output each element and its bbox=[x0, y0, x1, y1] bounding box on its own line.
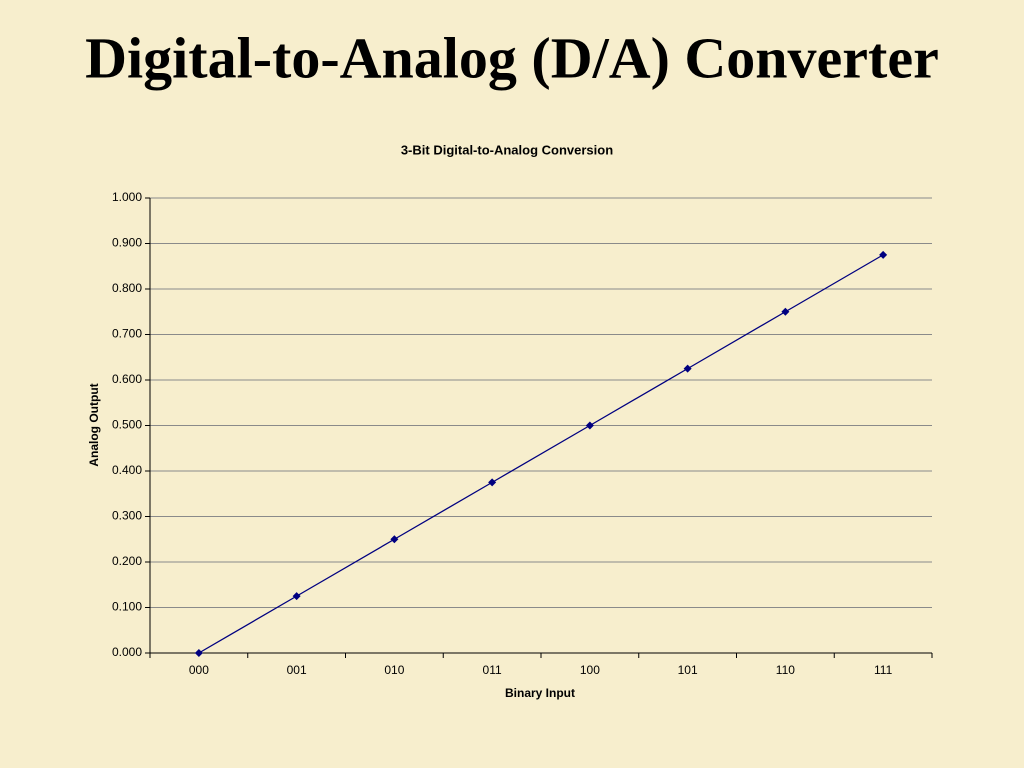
slide-title: Digital-to-Analog (D/A) Converter bbox=[85, 25, 939, 90]
y-tick-label: 0.900 bbox=[112, 236, 142, 250]
x-tick-label: 011 bbox=[483, 663, 502, 677]
marker bbox=[781, 307, 790, 316]
x-tick-label: 000 bbox=[189, 663, 209, 677]
x-tick-label: 101 bbox=[678, 663, 698, 677]
marker bbox=[194, 649, 203, 657]
marker bbox=[585, 421, 594, 430]
x-tick-label: 111 bbox=[874, 663, 893, 677]
line bbox=[198, 254, 884, 654]
y-tick-label: 0.700 bbox=[112, 327, 142, 341]
marker bbox=[488, 478, 497, 487]
y-tick-label: 0.100 bbox=[112, 600, 142, 614]
chart-title: 3-Bit Digital-to-Analog Conversion bbox=[401, 142, 613, 157]
x-tick-label: 110 bbox=[776, 663, 795, 677]
y-tick-label: 0.500 bbox=[112, 418, 142, 432]
y-tick-label: 0.300 bbox=[112, 509, 142, 523]
marker bbox=[879, 250, 888, 259]
y-axis-title: Analog Output bbox=[87, 383, 101, 466]
y-tick-label: 0.000 bbox=[112, 645, 142, 659]
marker bbox=[683, 364, 692, 373]
y-tick-label: 0.400 bbox=[112, 463, 142, 477]
x-tick-label: 100 bbox=[580, 663, 600, 677]
y-tick-label: 0.200 bbox=[112, 554, 142, 568]
marker bbox=[390, 535, 399, 544]
y-tick-label: 0.600 bbox=[112, 372, 142, 386]
y-tick-label: 1.000 bbox=[112, 190, 142, 204]
y-tick-label: 0.800 bbox=[112, 281, 142, 295]
x-tick-label: 001 bbox=[287, 663, 307, 677]
marker bbox=[292, 592, 301, 601]
x-tick-label: 010 bbox=[384, 663, 404, 677]
x-axis-title: Binary Input bbox=[505, 686, 575, 700]
